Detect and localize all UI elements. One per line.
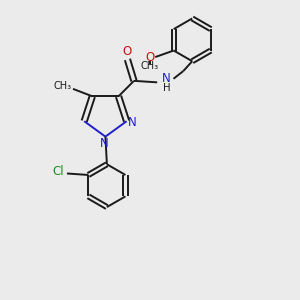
- Text: O: O: [145, 51, 154, 64]
- Text: O: O: [123, 45, 132, 58]
- Text: CH₃: CH₃: [53, 81, 72, 91]
- Text: Cl: Cl: [53, 166, 64, 178]
- Text: CH₃: CH₃: [141, 61, 159, 71]
- Text: N: N: [162, 72, 171, 85]
- Text: N: N: [100, 137, 108, 150]
- Text: H: H: [163, 83, 170, 93]
- Text: N: N: [128, 116, 136, 129]
